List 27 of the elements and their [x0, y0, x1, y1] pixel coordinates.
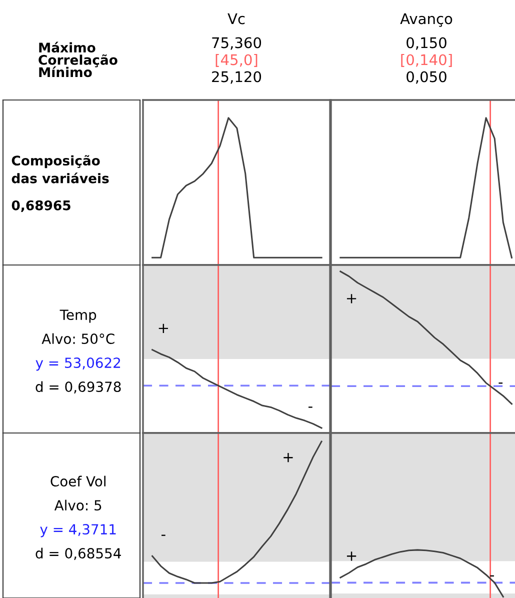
text: d = 0,69378: [36, 381, 121, 394]
text: +: [158, 324, 168, 334]
annotation: -: [490, 575, 494, 577]
text: Alvo: 50°C: [42, 333, 114, 344]
text: 0,050: [406, 71, 446, 84]
annotation: -: [498, 382, 503, 384]
chart-title: Avanço: [400, 13, 452, 27]
annotation: -: [308, 406, 312, 408]
chart-subtitle: Máximo Correlação Mínimo: [38, 42, 118, 78]
text: y = 4,3711: [40, 524, 116, 538]
text: d = 0,68554: [36, 548, 121, 560]
text: 0,68965: [12, 200, 70, 212]
text: 75,360: [212, 37, 262, 50]
text: [45,0]: [216, 54, 258, 67]
y-axis-title: Composição das variáveis: [12, 155, 109, 184]
annotation: +: [346, 552, 356, 561]
text: 0,150: [406, 37, 446, 50]
annotation: -: [162, 534, 166, 536]
text: y = 53,0622: [36, 358, 120, 371]
y-axis-title: Coef Vol: [50, 476, 106, 487]
y-axis-title: Temp: [60, 310, 96, 323]
chart-title: Vc: [228, 13, 245, 24]
text: 25,120: [212, 71, 262, 84]
text: Alvo: 5: [54, 500, 102, 511]
text: [0,140]: [401, 54, 452, 67]
annotation: +: [284, 453, 293, 462]
annotation: +: [346, 294, 356, 304]
